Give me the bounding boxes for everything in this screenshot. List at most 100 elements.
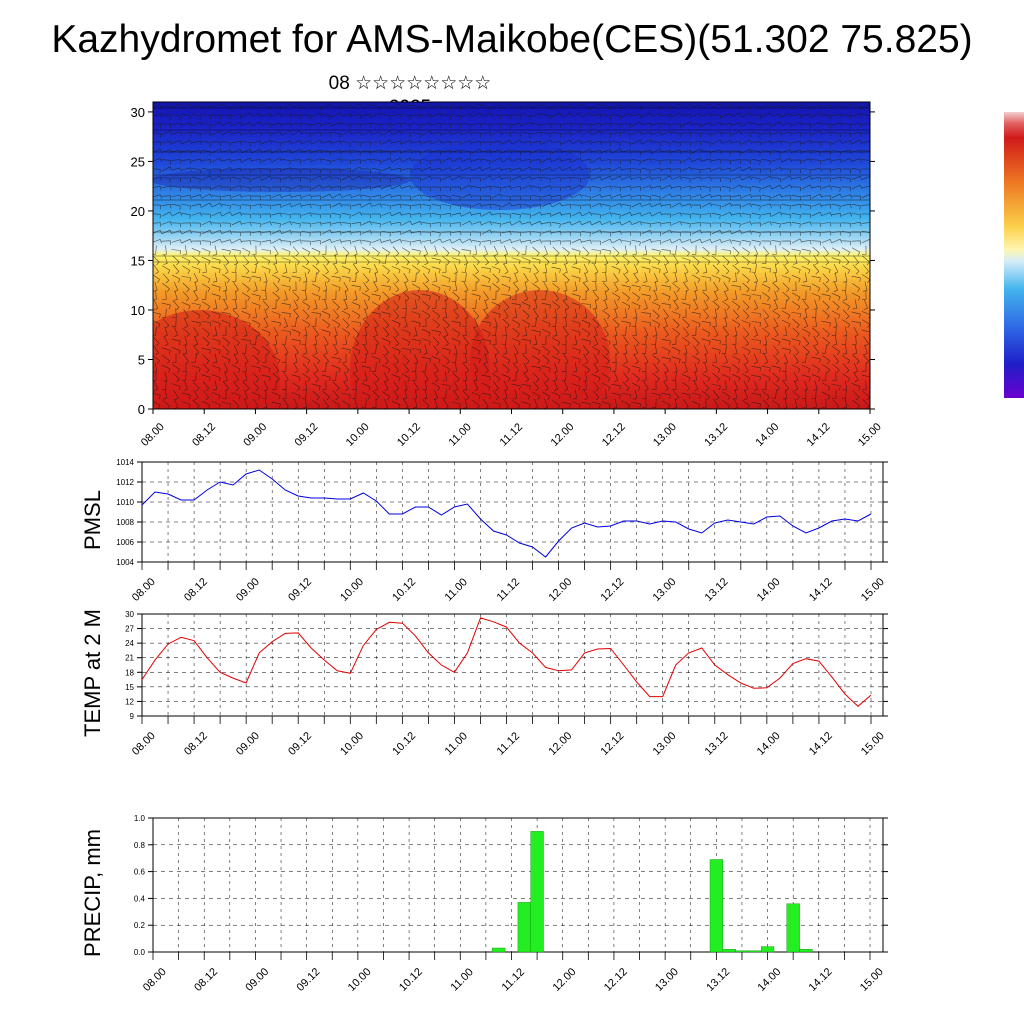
x-tick-label: 13.12 — [704, 966, 732, 994]
y-tick-label: 0.6 — [134, 868, 146, 877]
wind-barb-field — [153, 103, 870, 409]
x-tick-label: 13.00 — [653, 966, 681, 994]
x-tick-label: 11.00 — [443, 576, 470, 603]
x-tick-label: 09.00 — [243, 966, 271, 994]
y-tick-label: 1012 — [116, 478, 134, 487]
y-tick-label: 1014 — [116, 458, 134, 467]
pmsl-panel: 1004 1006 1008 1010 1012 1014 08.00 08.12 09.00 0… — [80, 458, 888, 604]
x-tick-label: 12.00 — [549, 421, 577, 449]
x-tick-label: 09.12 — [293, 421, 321, 449]
y-tick-label: 21 — [125, 654, 134, 663]
x-tick-label: 11.12 — [495, 576, 522, 603]
x-tick-label: 11.00 — [448, 966, 475, 993]
x-tick-label: 13.00 — [651, 421, 679, 449]
x-tick-label: 14.12 — [807, 730, 835, 758]
x-tick-label: 14.00 — [755, 730, 783, 758]
y-axis-label: PMSL — [80, 490, 105, 550]
x-tick-label: 09.12 — [295, 966, 323, 994]
x-tick-label: 11.12 — [500, 966, 527, 993]
y-tick-label: 1.0 — [134, 814, 146, 823]
y-axis-label: PRECIP, mm — [80, 829, 105, 957]
y-tick-label: 24 — [125, 639, 134, 648]
x-tick-label: 09.00 — [234, 576, 262, 604]
y-tick-label: 12 — [125, 697, 134, 706]
y-tick-label: 27 — [125, 625, 134, 634]
y-axis-label: TEMP at 2 M — [80, 609, 105, 737]
precip-bar — [786, 903, 800, 953]
x-tick-label: 08.12 — [182, 576, 210, 604]
x-tick-label: 15.00 — [859, 730, 887, 758]
x-tick-label: 14.12 — [805, 421, 833, 449]
temp-panel: 9 12 15 18 21 24 27 30 08.00 08.12 09.00 09.12 10.00… — [80, 609, 888, 758]
x-tick-label: 12.12 — [599, 576, 627, 604]
x-tick-label: 12.12 — [602, 966, 630, 994]
x-tick-label: 09.00 — [241, 421, 269, 449]
x-tick-label: 09.12 — [286, 730, 314, 758]
x-tick-label: 15.00 — [856, 421, 884, 449]
y-tick-label: 1008 — [116, 518, 134, 527]
wind-barbs — [153, 103, 870, 409]
precip-bar — [748, 950, 762, 953]
y-tick-label: 30 — [125, 610, 134, 619]
temp-series-line — [141, 617, 872, 707]
y-tick-label: 0.4 — [134, 894, 146, 903]
x-tick-label: 10.00 — [338, 576, 366, 604]
x-tick-label: 15.00 — [859, 576, 887, 604]
panel-frame — [141, 613, 884, 717]
y-tick-label: 18 — [125, 668, 134, 677]
x-tick-label: 14.00 — [755, 966, 783, 994]
y-tick-label: 10 — [131, 303, 145, 318]
y-tick-label: 0.0 — [134, 948, 146, 957]
colorbar — [1004, 112, 1024, 398]
x-tick-label: 13.00 — [651, 576, 679, 604]
pmsl-series-line — [141, 469, 872, 558]
x-tick-label: 10.12 — [390, 730, 418, 758]
x-tick-label: 12.12 — [600, 421, 628, 449]
x-tick-label: 12.00 — [546, 730, 574, 758]
x-tick-label: 13.00 — [651, 730, 679, 758]
x-tick-label: 10.00 — [346, 966, 374, 994]
precip-panel: 0.0 0.2 0.4 0.6 0.8 1.0 08.00 08.12 09.00 09.12 10… — [80, 814, 888, 994]
x-tick-label: 10.00 — [338, 730, 366, 758]
x-tick-label: 10.12 — [397, 966, 425, 994]
cross-section-x-axis: 08.00 08.12 09.00 09.12 10.00 10.12 11.00 11.12… — [139, 409, 884, 449]
x-tick-label: 08.00 — [141, 966, 169, 994]
y-tick-label: 0 — [138, 402, 145, 417]
x-tick-label: 15.00 — [858, 966, 886, 994]
precip-bar — [735, 950, 749, 953]
precip-bar — [799, 949, 813, 953]
precip-bar — [761, 946, 775, 953]
x-tick-label: 08.12 — [190, 421, 218, 449]
y-tick-label: 20 — [131, 204, 145, 219]
x-tick-label: 10.12 — [390, 576, 418, 604]
y-tick-label: 1010 — [116, 498, 134, 507]
x-tick-label: 12.12 — [599, 730, 627, 758]
x-tick-label: 11.12 — [495, 730, 522, 757]
x-tick-label: 11.12 — [498, 421, 525, 448]
x-tick-label: 08.12 — [182, 730, 210, 758]
y-tick-label: 15 — [131, 253, 145, 268]
x-tick-label: 08.00 — [130, 576, 158, 604]
y-tick-label: 15 — [125, 683, 134, 692]
precip-bar — [709, 859, 724, 953]
panel-frame — [141, 461, 884, 563]
y-tick-label: 0.8 — [134, 841, 146, 850]
y-tick-label: 25 — [131, 154, 145, 169]
x-tick-label: 12.00 — [551, 966, 579, 994]
y-tick-label: 5 — [138, 352, 145, 367]
x-tick-label: 11.00 — [446, 421, 473, 448]
x-tick-label: 12.00 — [546, 576, 574, 604]
x-tick-label: 11.00 — [443, 730, 470, 757]
x-tick-label: 10.00 — [344, 421, 372, 449]
x-tick-label: 13.12 — [703, 730, 731, 758]
precip-bar — [530, 831, 544, 953]
y-tick-label: 1006 — [116, 538, 134, 547]
y-tick-label: 1004 — [116, 558, 134, 567]
x-tick-label: 10.12 — [395, 421, 423, 449]
cold-band — [153, 168, 410, 192]
x-tick-label: 14.12 — [807, 966, 835, 994]
precip-bar — [517, 902, 531, 953]
precip-bar — [722, 949, 736, 953]
warm-core-right — [470, 290, 610, 409]
